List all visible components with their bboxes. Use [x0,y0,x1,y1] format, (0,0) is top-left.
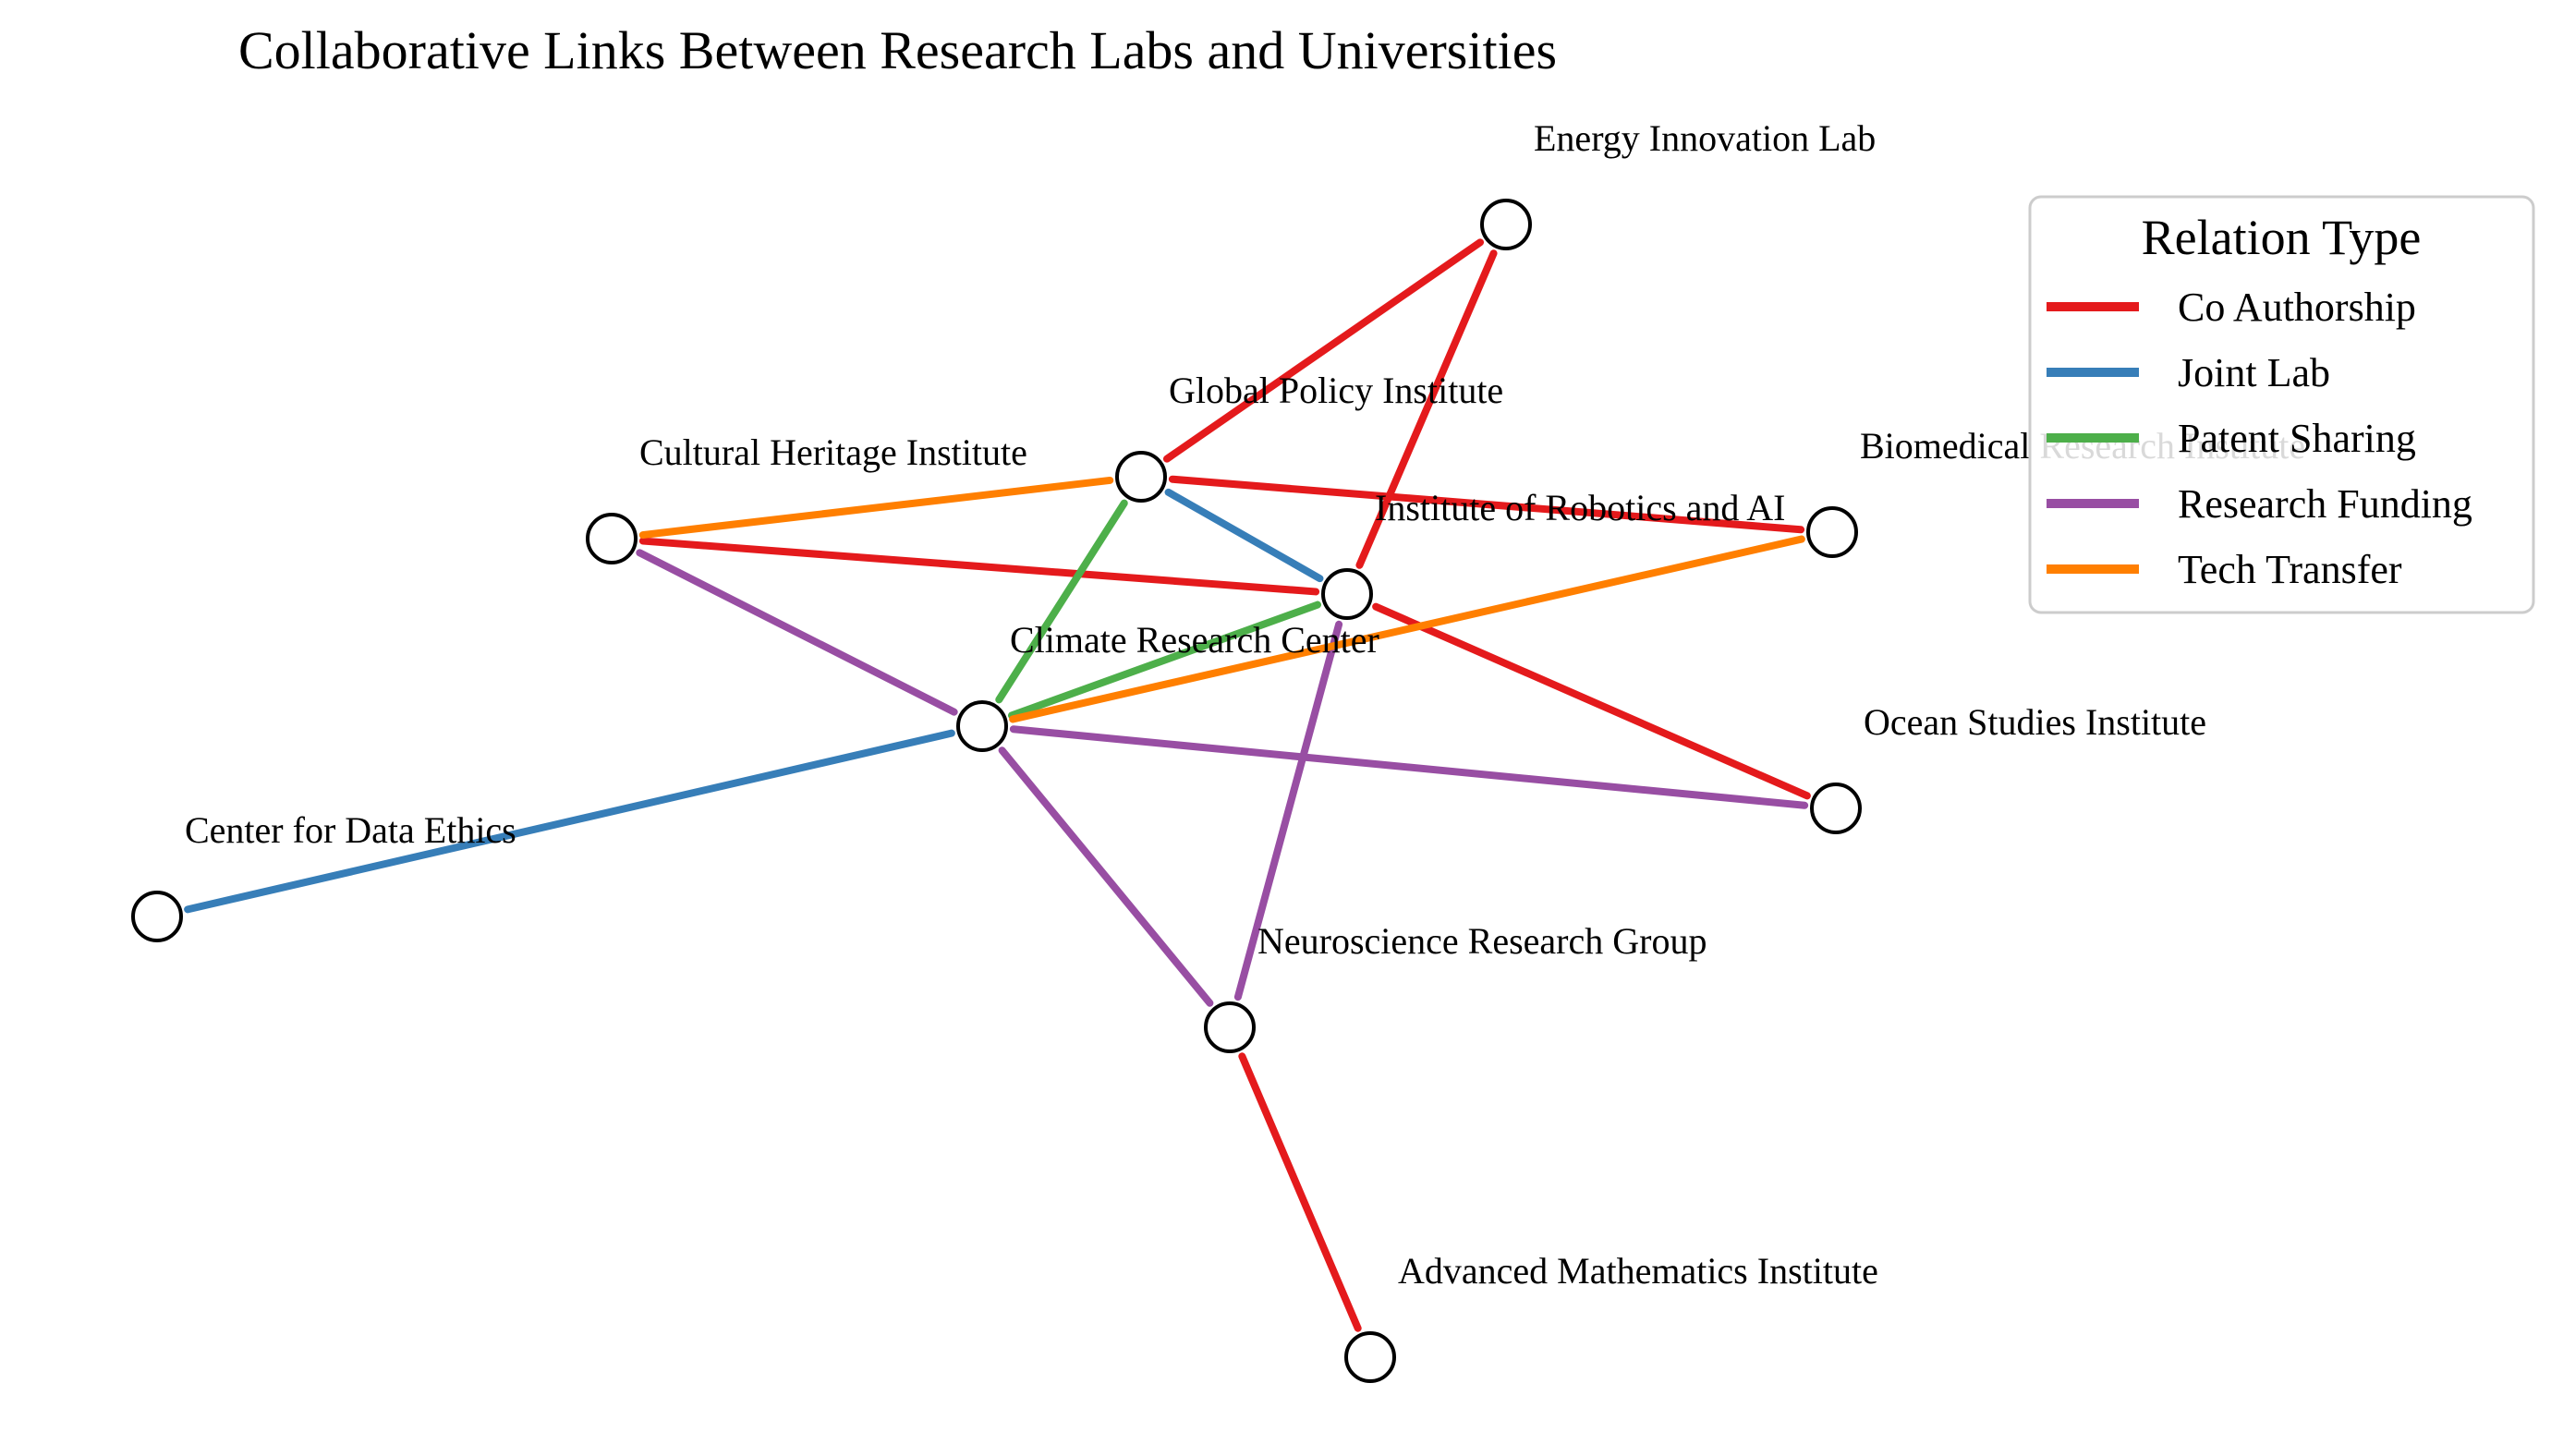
edge-climate-neuro [998,746,1214,1007]
legend: Relation Type Co Authorship Joint Lab Pate… [2028,195,2535,614]
edge-climate-global [995,499,1128,704]
edge-climate-robotics [1007,601,1322,720]
edge-cultural-global [638,476,1114,540]
edge-climate-ethics [184,729,955,914]
node-label-energy: Energy Innovation Lab [1534,117,1876,159]
legend-label-tech_transfer: Tech Transfer [2178,547,2402,592]
edge-global-energy [1162,238,1485,463]
node-label-math: Advanced Mathematics Institute [1398,1250,1878,1292]
edge-layer [184,238,1811,1332]
edge-robotics-neuro [1233,620,1343,1001]
node-neuro[interactable] [1204,1001,1256,1053]
edge-climate-ocean [1009,725,1809,809]
legend-label-research_funding: Research Funding [2178,481,2472,527]
node-math[interactable] [1344,1331,1396,1383]
node-label-neuro: Neuroscience Research Group [1257,920,1707,962]
node-label-ethics: Center for Data Ethics [185,809,516,851]
edge-cultural-robotics [638,537,1320,596]
node-layer [131,199,1862,1383]
legend-label-patent_sharing: Patent Sharing [2178,416,2416,461]
diagram-title: Collaborative Links Between Research Lab… [238,20,1557,80]
legend-title: Relation Type [2142,210,2422,265]
node-ocean[interactable] [1810,783,1862,834]
edge-climate-biomed [1009,535,1805,723]
legend-frame [2028,195,2535,614]
edge-neuro-math [1238,1052,1362,1332]
edge-global-biomed [1168,475,1805,534]
node-robotics[interactable] [1321,568,1373,620]
node-label-cultural: Cultural Heritage Institute [639,431,1027,473]
legend-label-joint_lab: Joint Lab [2178,350,2330,395]
edge-robotics-energy [1355,249,1498,569]
legend-label-co_authorship: Co Authorship [2178,285,2416,330]
node-ethics[interactable] [131,891,183,942]
node-label-climate: Climate Research Center [1010,619,1379,661]
node-global[interactable] [1115,451,1167,503]
edge-global-robotics [1164,488,1324,583]
edge-robotics-ocean [1372,602,1811,800]
node-label-robotics: Institute of Robotics and AI [1375,487,1785,528]
node-biomed[interactable] [1806,506,1858,558]
node-label-global: Global Policy Institute [1169,370,1503,411]
node-label-ocean: Ocean Studies Institute [1864,701,2206,743]
edge-cultural-climate [636,549,958,716]
node-cultural[interactable] [586,513,638,564]
label-layer: Energy Innovation Lab Global Policy Insti… [185,117,2305,1292]
node-climate[interactable] [956,700,1008,752]
legend-items: Co Authorship Joint Lab Patent Sharing Rese… [2047,285,2472,592]
node-energy[interactable] [1480,199,1532,250]
